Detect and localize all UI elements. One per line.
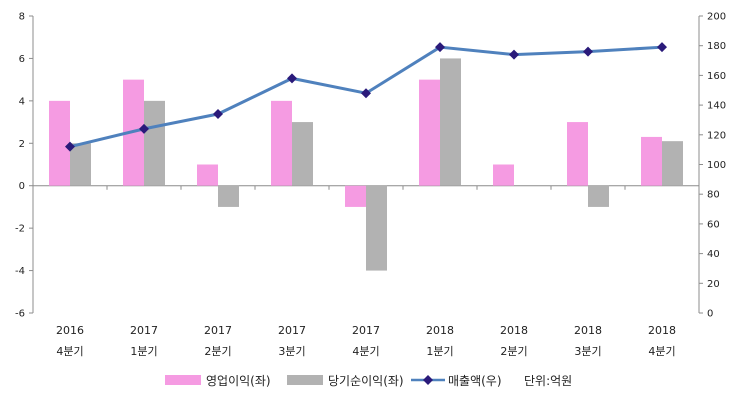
right-axis-tick-label: 180	[707, 41, 726, 52]
category-label-year: 2018	[426, 324, 454, 337]
revenue-marker	[509, 49, 519, 60]
legend-label-operating-profit: 영업이익(좌)	[206, 374, 271, 388]
bar-net-income	[292, 122, 313, 186]
left-axis-tick-label: -2	[15, 224, 25, 235]
category-label-quarter: 1분기	[130, 345, 157, 358]
right-axis-tick-label: 200	[707, 12, 726, 23]
left-axis-tick-label: 4	[19, 96, 25, 107]
category-label-quarter: 4분기	[352, 345, 379, 358]
left-axis-tick-label: 0	[19, 181, 25, 192]
bar-net-income	[144, 100, 165, 186]
category-label-quarter: 2분기	[500, 345, 527, 358]
revenue-marker	[435, 42, 445, 53]
bar-series-group	[49, 58, 683, 271]
category-label-quarter: 2분기	[204, 345, 231, 358]
bar-operating-profit	[567, 122, 588, 186]
bar-operating-profit	[419, 79, 440, 186]
right-axis-tick-label: 120	[707, 130, 726, 141]
bar-net-income	[440, 58, 461, 186]
left-axis-tick-label: 2	[19, 139, 25, 150]
right-axis-tick-label: 60	[707, 219, 720, 230]
revenue-marker	[213, 109, 223, 120]
revenue-marker	[65, 141, 75, 152]
legend-label-net-income: 당기순이익(좌)	[328, 374, 404, 388]
bar-net-income	[662, 141, 683, 186]
revenue-marker	[139, 123, 149, 134]
bar-operating-profit	[271, 100, 292, 186]
category-label-year: 2017	[204, 324, 232, 337]
left-axis-tick-label: -6	[15, 309, 25, 320]
bar-operating-profit	[49, 100, 70, 186]
category-label-quarter: 1분기	[426, 345, 453, 358]
revenue-marker	[287, 73, 297, 84]
right-axis-tick-label: 100	[707, 160, 726, 171]
right-axis-tick-label: 80	[707, 190, 720, 201]
category-label-quarter: 4분기	[648, 345, 675, 358]
left-axis-tick-label: -4	[15, 266, 25, 277]
right-axis-tick-label: 40	[707, 249, 720, 260]
line-series-group	[65, 42, 667, 152]
right-axis-tick-label: 20	[707, 279, 720, 290]
left-axis-tick-label: 6	[19, 54, 25, 65]
bar-operating-profit	[493, 164, 514, 186]
category-label-year: 2017	[130, 324, 158, 337]
category-label-year: 2018	[574, 324, 602, 337]
right-axis-tick-label: 0	[707, 309, 713, 320]
bar-operating-profit	[345, 185, 366, 207]
revenue-marker	[657, 42, 667, 53]
bar-operating-profit	[197, 164, 218, 186]
unit-label: 단위:억원	[524, 374, 572, 388]
bar-net-income	[218, 185, 239, 207]
category-label-year: 2018	[648, 324, 676, 337]
category-label-year: 2017	[278, 324, 306, 337]
legend-swatch-net-income	[287, 375, 323, 385]
category-labels: 2016 4분기 2017 1분기 2017 2분기 2017 3분기 2017 4분기 2018 1…	[56, 324, 676, 358]
legend: 영업이익(좌) 당기순이익(좌) 매출액(우) 단위:억원	[165, 374, 572, 388]
category-label-quarter: 3분기	[278, 345, 305, 358]
bar-net-income	[588, 185, 609, 207]
bar-net-income	[70, 143, 91, 186]
legend-marker-revenue	[423, 375, 433, 385]
legend-swatch-operating-profit	[165, 375, 201, 385]
legend-label-revenue: 매출액(우)	[448, 374, 502, 388]
category-label-year: 2017	[352, 324, 380, 337]
category-label-year: 2018	[500, 324, 528, 337]
category-label-quarter: 3분기	[574, 345, 601, 358]
right-axis-tick-label: 140	[707, 101, 726, 112]
left-axis-tick-label: 8	[19, 12, 25, 23]
bar-net-income	[366, 185, 387, 271]
revenue-marker	[583, 46, 593, 57]
category-label-year: 2016	[56, 324, 84, 337]
right-axis-tick-label: 160	[707, 71, 726, 82]
bar-operating-profit	[641, 136, 662, 186]
category-label-quarter: 4분기	[56, 345, 83, 358]
revenue-marker	[361, 88, 371, 99]
